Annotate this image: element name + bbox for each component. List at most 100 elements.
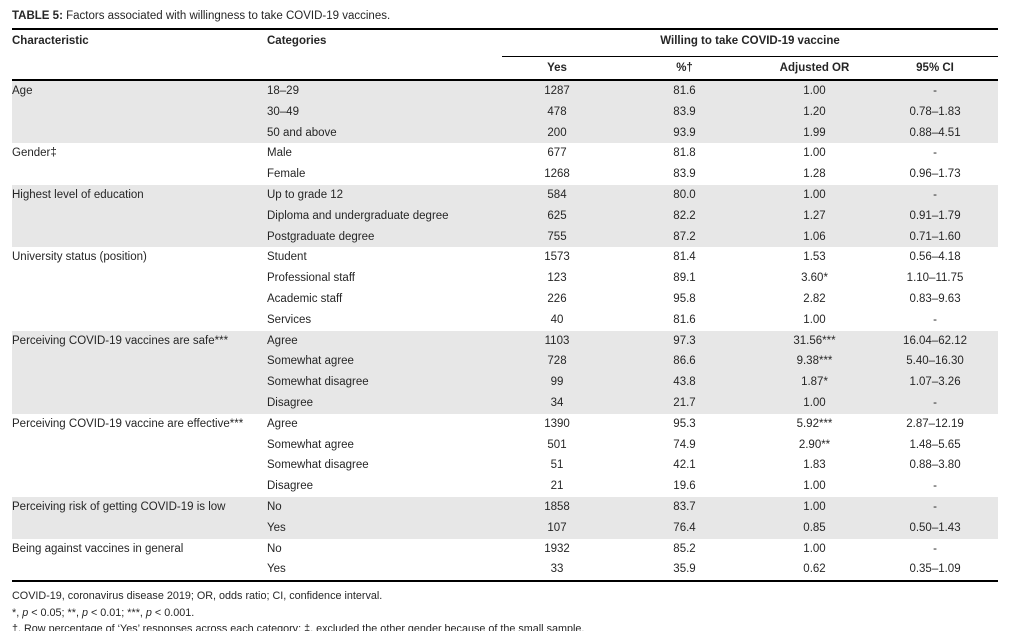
- cell-characteristic: [12, 310, 267, 331]
- cell-category: Male: [267, 147, 292, 160]
- table-title-label: TABLE 5:: [12, 10, 63, 22]
- cell-yes: 1858: [544, 500, 570, 513]
- table-row: Age 18–29 1287 81.6 1.00 -: [12, 80, 999, 102]
- table-row: Yes 107 76.4 0.85 0.50–1.43: [12, 517, 999, 539]
- cell-adjusted-or: 1.00: [803, 542, 826, 555]
- cell-category: Somewhat agree: [267, 438, 354, 451]
- table-row: Female 1268 83.9 1.28 0.96–1.73: [12, 164, 998, 185]
- cell-characteristic: [12, 518, 267, 539]
- table-row: Gender‡ Male 677 81.8 1.00 -: [12, 143, 998, 164]
- cell-characteristic: [12, 393, 267, 414]
- table-row: University status (position) Student 1573 8…: [12, 247, 998, 268]
- cell-yes: 755: [547, 230, 567, 243]
- cell-pct: 89.1: [673, 272, 696, 285]
- cell-adjusted-or: 0.85: [803, 521, 826, 534]
- cell-ci: -: [933, 396, 937, 409]
- cell-ci: 16.04–62.12: [903, 334, 967, 347]
- cell-pct: 80.0: [673, 188, 696, 201]
- cell-characteristic: Highest level of education: [12, 188, 144, 201]
- cell-ci: 1.48–5.65: [909, 438, 961, 451]
- table-row: Services 40 81.6 1.00 -: [12, 310, 998, 331]
- cell-pct: 81.6: [673, 313, 696, 326]
- cell-pct: 86.6: [673, 355, 696, 368]
- cell-adjusted-or: 1.00: [803, 396, 826, 409]
- cell-ci: 0.96–1.73: [909, 168, 961, 181]
- cell-ci: -: [933, 500, 937, 513]
- cell-characteristic: [12, 227, 267, 248]
- cell-ci: -: [933, 313, 937, 326]
- cell-pct: 35.9: [673, 563, 696, 576]
- cell-yes: 40: [550, 313, 564, 326]
- cell-adjusted-or: 1.20: [803, 105, 826, 118]
- cell-category: No: [267, 500, 282, 513]
- cell-category: Student: [267, 251, 307, 264]
- cell-adjusted-or: 31.56***: [793, 334, 836, 347]
- col-header-categories: Categories: [267, 29, 502, 81]
- cell-yes: 677: [547, 147, 567, 160]
- cell-characteristic: Age: [12, 85, 33, 97]
- table-row: Being against vaccines in general No 1932 8…: [12, 539, 998, 560]
- cell-adjusted-or: 9.38***: [796, 355, 833, 368]
- cell-ci: -: [933, 85, 937, 97]
- cell-category: Agree: [267, 334, 298, 347]
- cell-characteristic: [12, 455, 267, 476]
- cell-adjusted-or: 1.00: [803, 85, 826, 97]
- cell-category: Yes: [267, 563, 286, 576]
- cell-category: Disagree: [267, 480, 314, 493]
- cell-pct: 83.9: [673, 105, 696, 118]
- cell-adjusted-or: 2.90**: [798, 438, 831, 451]
- cell-ci: -: [933, 542, 937, 555]
- table-title: TABLE 5: Factors associated with willing…: [12, 8, 998, 24]
- cell-ci: 1.10–11.75: [906, 272, 964, 285]
- cell-category: Agree: [267, 417, 298, 430]
- cell-yes: 728: [547, 355, 567, 368]
- cell-characteristic: Being against vaccines in general: [12, 542, 184, 555]
- cell-ci: 0.83–9.63: [909, 292, 961, 305]
- cell-characteristic: [12, 289, 267, 310]
- table-row: Somewhat agree 728 86.6 9.38*** 5.40–16.30: [12, 351, 999, 373]
- cell-category: Services: [267, 313, 312, 326]
- cell-adjusted-or: 2.82: [803, 292, 826, 305]
- cell-yes: 1932: [544, 542, 570, 555]
- cell-ci: 0.50–1.43: [909, 521, 961, 534]
- cell-ci: 0.71–1.60: [909, 230, 961, 243]
- table-row: Professional staff 123 89.1 3.60* 1.10–11.75: [12, 268, 998, 289]
- cell-category: 50 and above: [267, 126, 337, 139]
- cell-ci: 1.07–3.26: [909, 376, 961, 389]
- table-body: Age 18–29 1287 81.6 1.00 - 30–49 478 83.9 1.20 0.7…: [12, 80, 999, 581]
- cell-ci: 0.78–1.83: [909, 105, 961, 118]
- col-header-characteristic: Characteristic: [12, 29, 267, 81]
- cell-pct: 95.8: [673, 292, 696, 305]
- cell-characteristic: [12, 123, 267, 144]
- cell-pct: 87.2: [673, 230, 696, 243]
- cell-ci: 0.88–3.80: [909, 459, 961, 472]
- cell-adjusted-or: 5.92***: [796, 417, 833, 430]
- table-row: 50 and above 200 93.9 1.99 0.88–4.51: [12, 122, 999, 144]
- cell-yes: 99: [550, 376, 564, 389]
- cell-yes: 21: [550, 480, 564, 493]
- cell-characteristic: University status (position): [12, 251, 147, 264]
- cell-pct: 81.6: [673, 85, 696, 97]
- cell-adjusted-or: 1.06: [803, 230, 826, 243]
- cell-characteristic: [12, 268, 267, 289]
- cell-pct: 43.8: [673, 376, 696, 389]
- cell-category: Female: [267, 168, 306, 181]
- cell-characteristic: Gender‡: [12, 147, 57, 160]
- cell-pct: 42.1: [673, 459, 696, 472]
- table-row: Yes 33 35.9 0.62 0.35–1.09: [12, 559, 998, 581]
- table-row: Highest level of education Up to grade 12…: [12, 184, 999, 206]
- cell-yes: 478: [547, 105, 567, 118]
- cell-pct: 19.6: [673, 480, 696, 493]
- cell-pct: 81.8: [673, 147, 696, 160]
- cell-pct: 82.2: [673, 209, 696, 222]
- footnotes: COVID-19, coronavirus disease 2019; OR, …: [12, 588, 998, 631]
- cell-adjusted-or: 1.00: [803, 313, 826, 326]
- table-row: Perceiving risk of getting COVID-19 is l…: [12, 496, 999, 518]
- cell-ci: 5.40–16.30: [906, 355, 964, 368]
- cell-ci: 0.56–4.18: [909, 251, 961, 264]
- table-row: Somewhat disagree 51 42.1 1.83 0.88–3.80: [12, 455, 998, 476]
- cell-pct: 21.7: [673, 396, 696, 409]
- cell-yes: 107: [547, 521, 567, 534]
- cell-ci: 0.91–1.79: [909, 209, 961, 222]
